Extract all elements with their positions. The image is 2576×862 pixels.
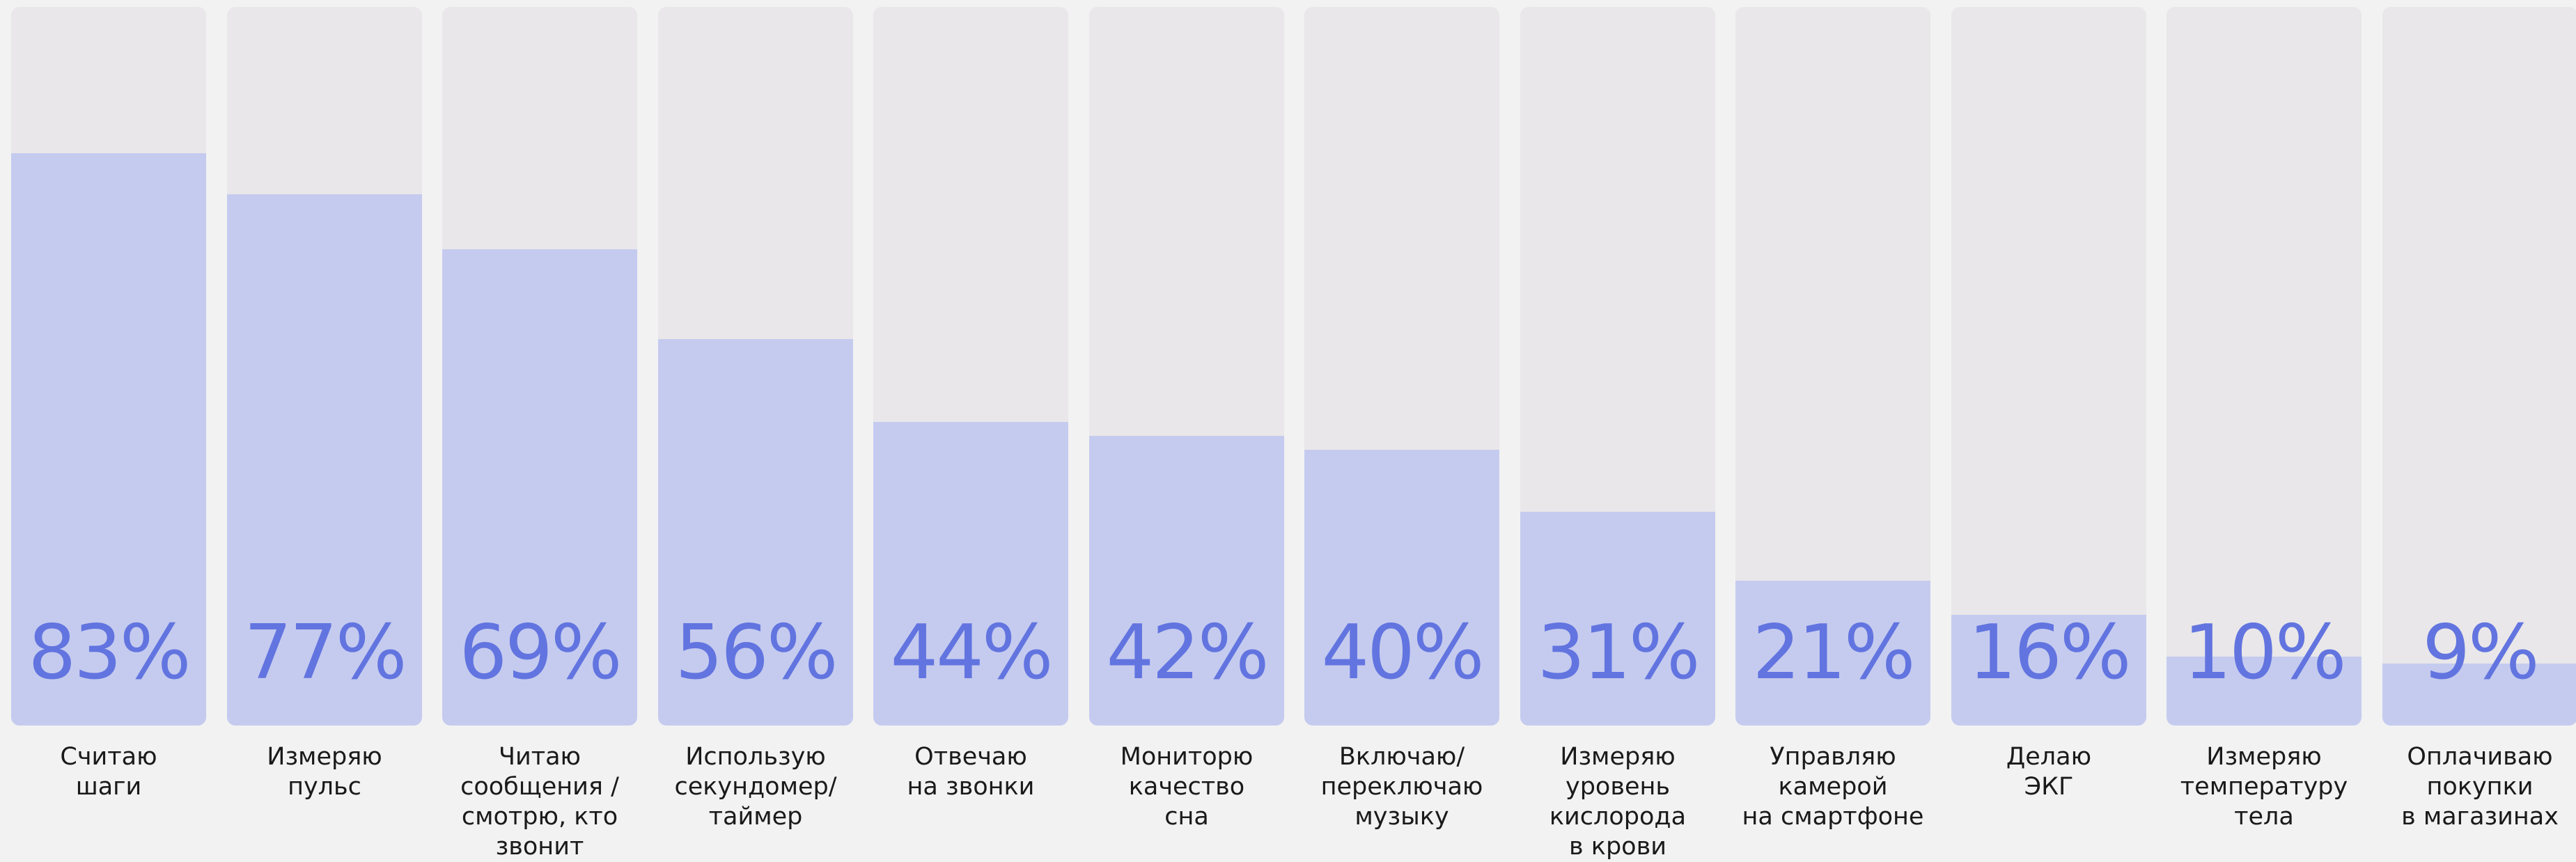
category-label: Считаю шаги (60, 743, 157, 801)
bar-fill (11, 153, 206, 726)
category-label: Читаю сообщения / смотрю, кто звонит (460, 743, 619, 861)
category-label: Отвечаю на звонки (907, 743, 1035, 801)
category-label: Оплачиваю покупки в магазинах (2401, 743, 2559, 831)
bar-value-label: 77% (244, 609, 407, 696)
bar-fill (1951, 615, 2146, 726)
category-label: Делаю ЭКГ (2006, 743, 2092, 801)
bar-track: 56% (658, 7, 853, 726)
bar-value-label: 44% (890, 609, 1053, 696)
category-label: Измеряю температуру тела (2180, 743, 2348, 831)
bar-track: 9% (2382, 7, 2576, 726)
bar-track: 77% (227, 7, 422, 726)
category-label: Управляю камерой на смартфоне (1742, 743, 1924, 831)
bar-value-label: 56% (675, 609, 838, 696)
bar-fill (1520, 512, 1715, 726)
bar-value-label: 31% (1537, 609, 1700, 696)
bar-value-label: 9% (2422, 609, 2539, 696)
bar-fill (1304, 450, 1499, 726)
bar-track: 40% (1304, 7, 1499, 726)
bar-value-label: 40% (1321, 609, 1484, 696)
category-label: Включаю/ переключаю музыку (1320, 743, 1483, 831)
bar-value-label: 69% (459, 609, 622, 696)
bar-value-label: 10% (2183, 609, 2346, 696)
category-label: Мониторю качество сна (1120, 743, 1254, 831)
category-label: Измеряю уровень кислорода в крови (1549, 743, 1687, 861)
bar-fill (227, 194, 422, 726)
bar-fill (2167, 657, 2362, 726)
bar-value-label: 16% (1968, 609, 2131, 696)
bar-track: 21% (1735, 7, 1930, 726)
bar-track: 69% (442, 7, 637, 726)
bar-value-label: 21% (1752, 609, 1915, 696)
bar-value-label: 42% (1106, 609, 1269, 696)
bar-value-label: 83% (28, 609, 191, 696)
bar-fill (1735, 581, 1930, 726)
bar-fill (1089, 436, 1284, 726)
bar-track: 10% (2167, 7, 2362, 726)
bar-track: 42% (1089, 7, 1284, 726)
category-label: Использую секундомер/ таймер (674, 743, 837, 831)
bar-fill (2382, 664, 2576, 726)
bar-fill (658, 339, 853, 726)
bar-fill (873, 422, 1068, 726)
bar-track: 16% (1951, 7, 2146, 726)
bar-fill (442, 249, 637, 726)
bar-track: 83% (11, 7, 206, 726)
bar-track: 31% (1520, 7, 1715, 726)
bar-track: 44% (873, 7, 1068, 726)
category-label: Измеряю пульс (267, 743, 382, 801)
